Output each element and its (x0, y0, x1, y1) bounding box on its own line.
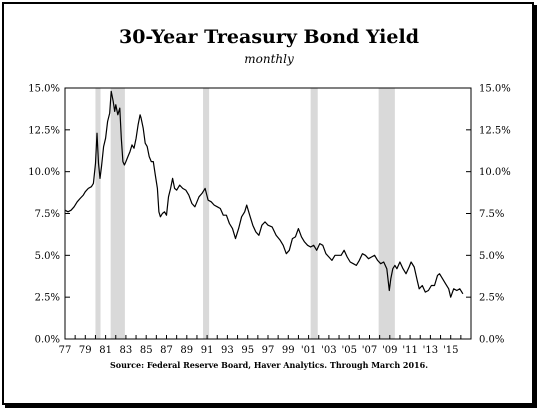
x-tick-label: 95 (241, 345, 254, 356)
y-tick-label-right: 12.5% (479, 125, 511, 136)
recession-band (95, 88, 101, 339)
y-tick-label-left: 2.5% (35, 293, 60, 304)
y-tick-label-right: 10.0% (479, 167, 511, 178)
x-tick-label: 99 (282, 345, 295, 356)
recession-band (310, 88, 318, 339)
x-tick-label: 85 (140, 345, 153, 356)
recession-band (203, 88, 210, 339)
yield-series-line (64, 90, 464, 298)
x-tick-label: 93 (221, 345, 234, 356)
x-tick-label: 81 (99, 345, 112, 356)
x-tick-label: '09 (382, 345, 397, 356)
x-tick-label: 87 (160, 345, 173, 356)
y-tick-label-left: 0.0% (35, 335, 60, 346)
chart-title: 30-Year Treasury Bond Yield (118, 26, 419, 48)
x-tick-label: '15 (443, 345, 458, 356)
x-tick-label: 83 (120, 345, 133, 356)
x-tick-label: '05 (341, 345, 356, 356)
y-tick-label-left: 10.0% (28, 167, 60, 178)
plot-area-border (64, 87, 472, 340)
recession-band (110, 88, 125, 339)
y-tick-label-right: 0.0% (479, 335, 504, 346)
x-tick-label: '01 (301, 345, 316, 356)
chart-subtitle: monthly (244, 52, 294, 66)
y-tick-label-right: 2.5% (479, 293, 504, 304)
y-tick-label-right: 7.5% (479, 209, 504, 220)
x-tick-label: 89 (180, 345, 193, 356)
y-tick-label-left: 15.0% (28, 84, 60, 95)
x-tick-label: 77 (59, 345, 72, 356)
y-tick-label-right: 15.0% (479, 84, 511, 95)
y-tick-label-right: 5.0% (479, 251, 504, 262)
y-tick-label-left: 7.5% (35, 209, 60, 220)
x-tick-label: '03 (321, 345, 336, 356)
x-tick-label: '13 (423, 345, 438, 356)
y-tick-label-left: 5.0% (35, 251, 60, 262)
recession-band (378, 88, 395, 339)
x-tick-label: 91 (201, 345, 214, 356)
x-tick-label: '11 (402, 345, 417, 356)
x-tick-label: 79 (79, 345, 92, 356)
x-tick-label: '07 (362, 345, 377, 356)
x-tick-label: 97 (262, 345, 275, 356)
y-tick-label-left: 12.5% (28, 125, 60, 136)
source-note: Source: Federal Reserve Board, Haver Ana… (110, 360, 428, 370)
